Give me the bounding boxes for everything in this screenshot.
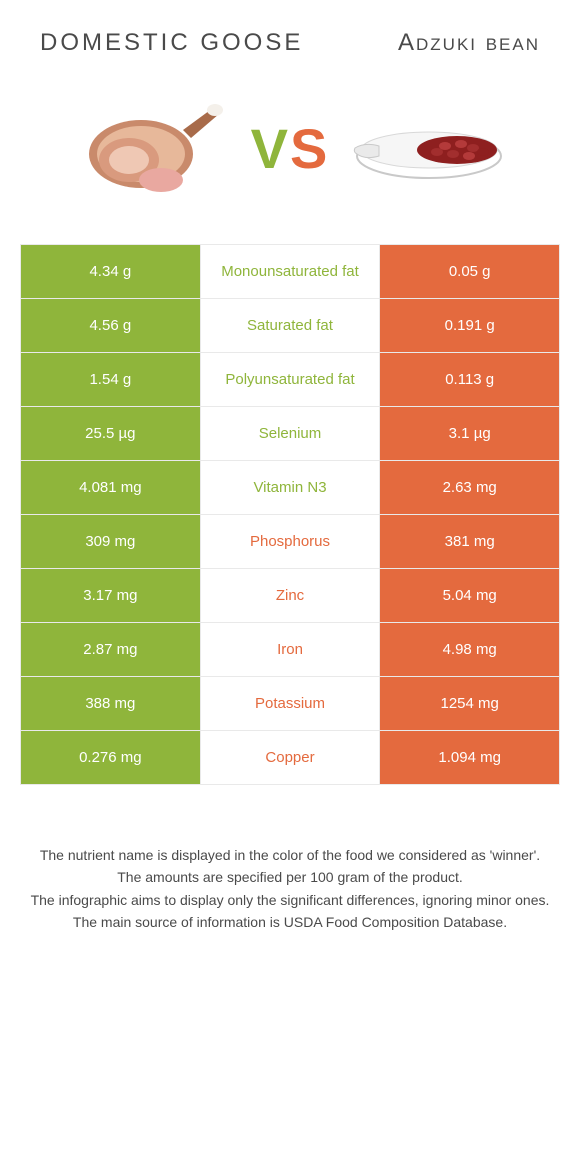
table-row: 1.54 gPolyunsaturated fat0.113 g — [21, 353, 560, 407]
nutrient-label: Monounsaturated fat — [201, 245, 381, 299]
nutrient-label: Potassium — [201, 677, 381, 731]
nutrient-label: Polyunsaturated fat — [201, 353, 381, 407]
right-value: 5.04 mg — [380, 569, 560, 623]
left-food-title: DOMESTIC GOOSE — [40, 28, 303, 58]
table-row: 3.17 mgZinc5.04 mg — [21, 569, 560, 623]
header: DOMESTIC GOOSE Adzuki bean — [0, 0, 580, 74]
nutrient-label: Saturated fat — [201, 299, 381, 353]
footer-line-4: The main source of information is USDA F… — [30, 912, 550, 932]
bean-image — [349, 94, 509, 204]
left-value: 2.87 mg — [21, 623, 201, 677]
right-value: 0.05 g — [380, 245, 560, 299]
vs-v: V — [251, 117, 290, 180]
goose-image — [71, 94, 231, 204]
vs-row: VS — [0, 74, 580, 244]
left-value: 4.56 g — [21, 299, 201, 353]
right-value: 381 mg — [380, 515, 560, 569]
table-row: 4.081 mgVitamin N32.63 mg — [21, 461, 560, 515]
right-value: 0.191 g — [380, 299, 560, 353]
vs-label: VS — [251, 121, 330, 177]
left-value: 3.17 mg — [21, 569, 201, 623]
nutrient-label: Selenium — [201, 407, 381, 461]
left-value: 4.34 g — [21, 245, 201, 299]
nutrient-label: Iron — [201, 623, 381, 677]
nutrient-label: Zinc — [201, 569, 381, 623]
nutrient-label: Vitamin N3 — [201, 461, 381, 515]
footer-line-1: The nutrient name is displayed in the co… — [30, 845, 550, 865]
left-value: 25.5 µg — [21, 407, 201, 461]
table-row: 309 mgPhosphorus381 mg — [21, 515, 560, 569]
table-row: 0.276 mgCopper1.094 mg — [21, 731, 560, 785]
footer-line-3: The infographic aims to display only the… — [30, 890, 550, 910]
nutrient-label: Phosphorus — [201, 515, 381, 569]
left-value: 4.081 mg — [21, 461, 201, 515]
nutrient-table: 4.34 gMonounsaturated fat0.05 g4.56 gSat… — [20, 244, 560, 785]
right-value: 1254 mg — [380, 677, 560, 731]
nutrient-label: Copper — [201, 731, 381, 785]
vs-s: S — [290, 117, 329, 180]
footer-line-2: The amounts are specified per 100 gram o… — [30, 867, 550, 887]
left-value: 309 mg — [21, 515, 201, 569]
table-row: 25.5 µgSelenium3.1 µg — [21, 407, 560, 461]
right-value: 0.113 g — [380, 353, 560, 407]
table-row: 388 mgPotassium1254 mg — [21, 677, 560, 731]
right-value: 1.094 mg — [380, 731, 560, 785]
left-value: 0.276 mg — [21, 731, 201, 785]
table-row: 4.56 gSaturated fat0.191 g — [21, 299, 560, 353]
left-value: 388 mg — [21, 677, 201, 731]
table-row: 4.34 gMonounsaturated fat0.05 g — [21, 245, 560, 299]
table-row: 2.87 mgIron4.98 mg — [21, 623, 560, 677]
right-value: 2.63 mg — [380, 461, 560, 515]
right-value: 4.98 mg — [380, 623, 560, 677]
right-food-title: Adzuki bean — [398, 28, 540, 58]
footer-notes: The nutrient name is displayed in the co… — [0, 785, 580, 932]
left-value: 1.54 g — [21, 353, 201, 407]
right-value: 3.1 µg — [380, 407, 560, 461]
